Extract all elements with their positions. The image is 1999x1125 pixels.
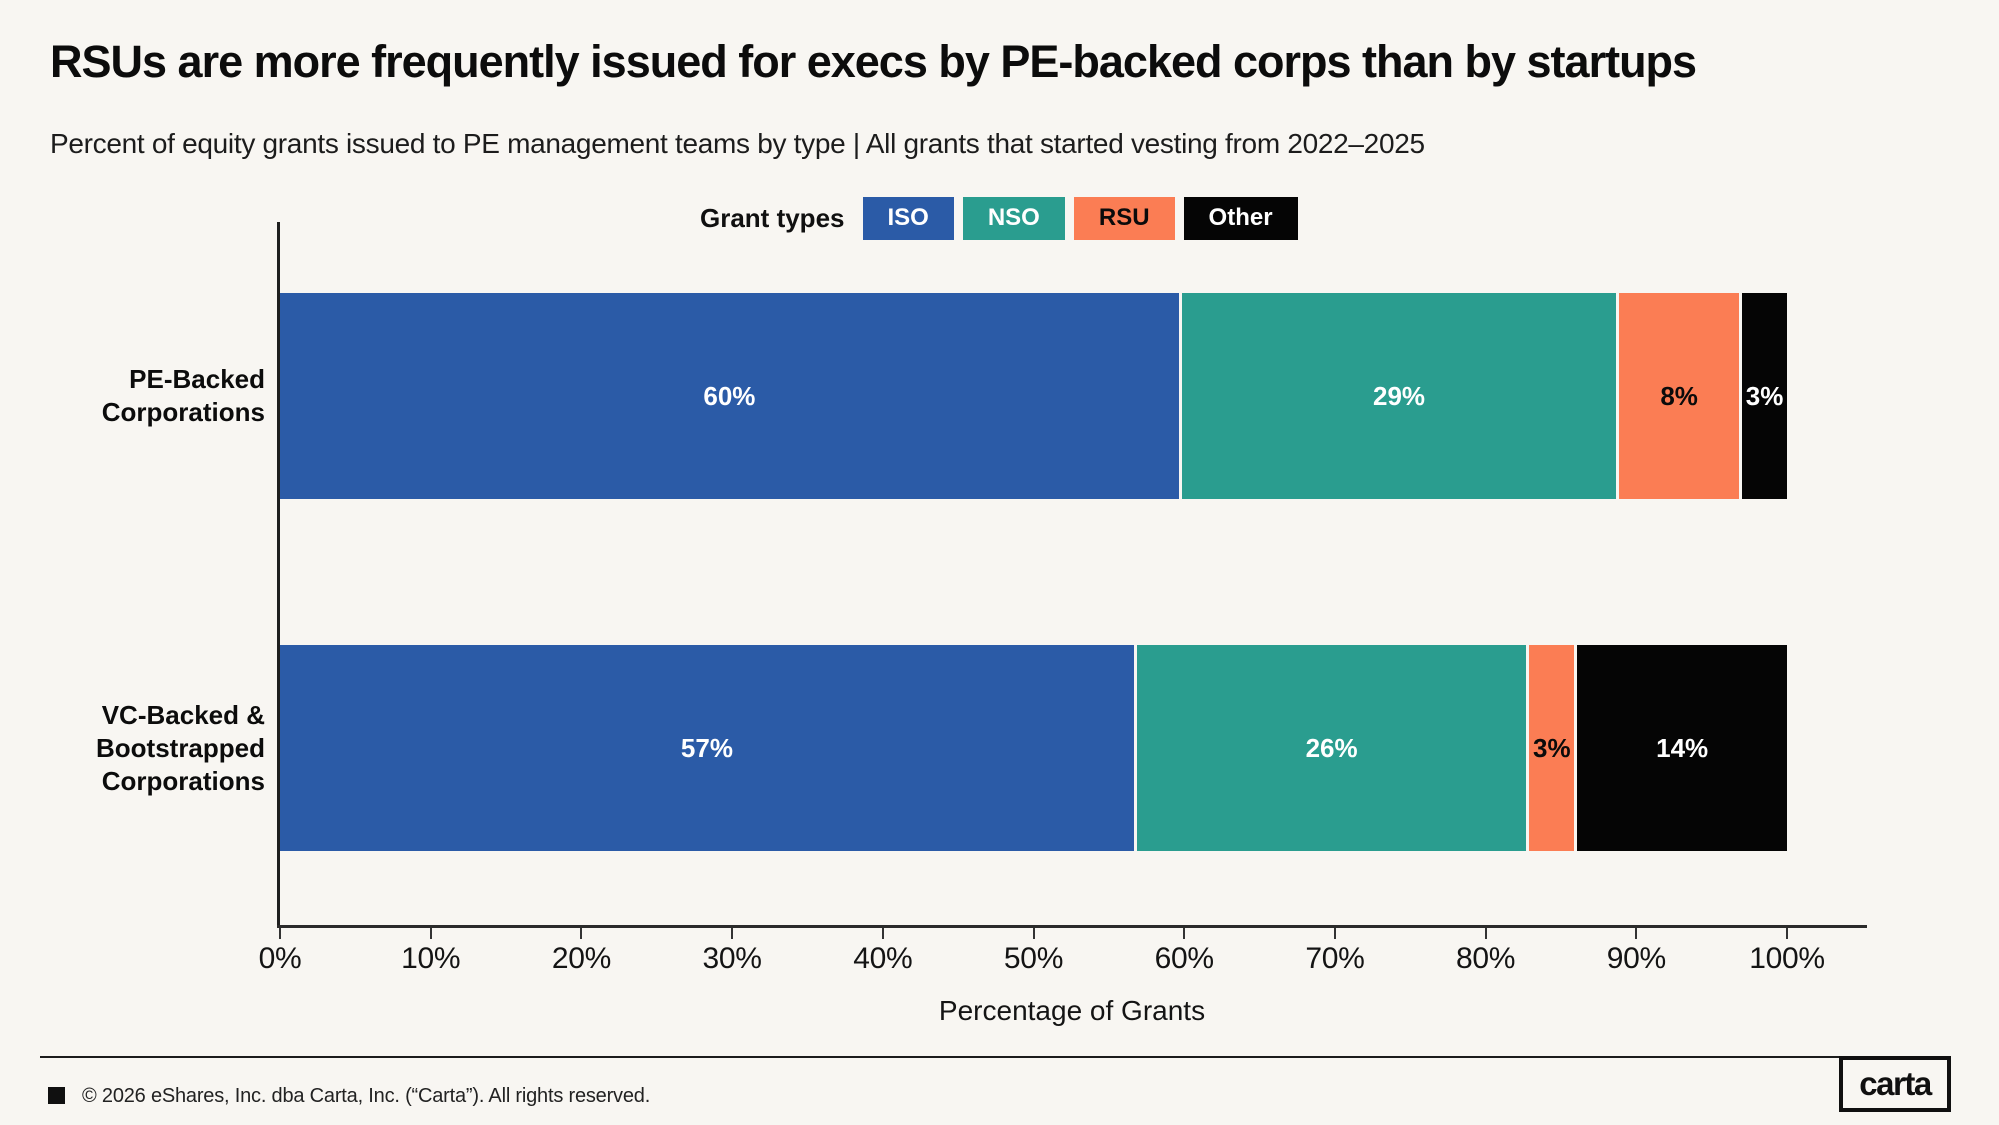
legend-items: ISO NSO RSU Other: [862, 196, 1298, 240]
copyright-text: © 2026 eShares, Inc. dba Carta, Inc. (“C…: [82, 1085, 651, 1107]
bar-row-pe-backed: 60% 29% 8% 3%: [280, 293, 1787, 499]
bar-segment-other: 3%: [1742, 293, 1787, 499]
bar-segment-nso: 26%: [1136, 645, 1527, 851]
bar-segment-value: 3%: [1745, 380, 1784, 411]
bar-segment-rsu: 3%: [1529, 645, 1575, 851]
x-tick-mark: [279, 928, 281, 939]
bar-segment-value: 60%: [703, 380, 756, 411]
x-axis-line: [277, 925, 1867, 928]
bar-segment-nso: 29%: [1181, 293, 1617, 499]
category-label-pe-backed: PE-Backed Corporations: [101, 364, 265, 427]
x-tick-label: 50%: [1003, 942, 1064, 975]
x-tick-mark: [1484, 928, 1487, 939]
x-tick-label: 20%: [551, 942, 611, 975]
x-tick-mark: [580, 928, 583, 939]
bar-row-vc-backed: 57% 26% 3% 14%: [280, 645, 1787, 851]
legend-item-rsu: RSU: [1073, 196, 1175, 240]
y-axis-line: [277, 222, 280, 928]
x-tick-label: 90%: [1606, 942, 1666, 975]
x-tick-label: 70%: [1305, 942, 1365, 975]
bar-segment-value: 29%: [1372, 380, 1426, 411]
x-tick-label: 10%: [401, 942, 461, 975]
x-tick-mark: [429, 928, 432, 939]
x-tick-label: 100%: [1749, 942, 1825, 975]
x-tick-label: 0%: [258, 942, 302, 975]
bar-segment-other: 14%: [1577, 645, 1787, 851]
legend: Grant types ISO NSO RSU Other: [700, 196, 1298, 240]
bar-segment-iso: 57%: [280, 645, 1134, 851]
carta-logo-text: carta: [1859, 1065, 1932, 1102]
x-tick-label: 40%: [853, 942, 913, 975]
footer-divider: [40, 1056, 1839, 1058]
x-tick-label: 30%: [702, 942, 762, 975]
x-tick-label: 80%: [1456, 942, 1516, 975]
page-title: RSUs are more frequently issued for exec…: [50, 36, 1697, 87]
bar-segment-value: 8%: [1660, 380, 1698, 411]
x-tick-mark: [881, 928, 884, 939]
bar-segment-value: 26%: [1305, 732, 1358, 763]
footer-square-mark: [48, 1087, 65, 1104]
x-axis-title: Percentage of Grants: [938, 995, 1206, 1026]
bar-segment-iso: 60%: [280, 293, 1179, 499]
bar-segment-value: 14%: [1656, 732, 1709, 763]
x-tick-mark: [1635, 928, 1638, 939]
legend-item-iso: ISO: [862, 196, 954, 240]
page-subtitle: Percent of equity grants issued to PE ma…: [50, 128, 1425, 159]
legend-title: Grant types: [700, 202, 845, 233]
x-tick-label: 60%: [1154, 942, 1214, 975]
x-tick-mark: [731, 928, 734, 939]
x-tick-mark: [1183, 928, 1186, 939]
category-label-vc-backed: VC-Backed & Bootstrapped Corporations: [96, 699, 265, 796]
plot-area: 60% 29% 8% 3% 57% 26% 3% 14%: [277, 222, 1870, 928]
legend-item-other: Other: [1183, 196, 1298, 240]
bar-segment-value: 3%: [1533, 732, 1571, 763]
legend-item-nso: NSO: [962, 196, 1065, 240]
x-tick-mark: [1786, 928, 1788, 939]
x-tick-mark: [1032, 928, 1035, 939]
bar-segment-value: 57%: [680, 732, 733, 763]
x-axis-ticks: 0% 10% 20% 30% 40% 50% 60% 70% 80% 90% 100%: [259, 928, 1825, 988]
bar-segment-rsu: 8%: [1619, 293, 1740, 499]
x-tick-mark: [1333, 928, 1336, 939]
carta-logo: carta: [1839, 1056, 1951, 1112]
